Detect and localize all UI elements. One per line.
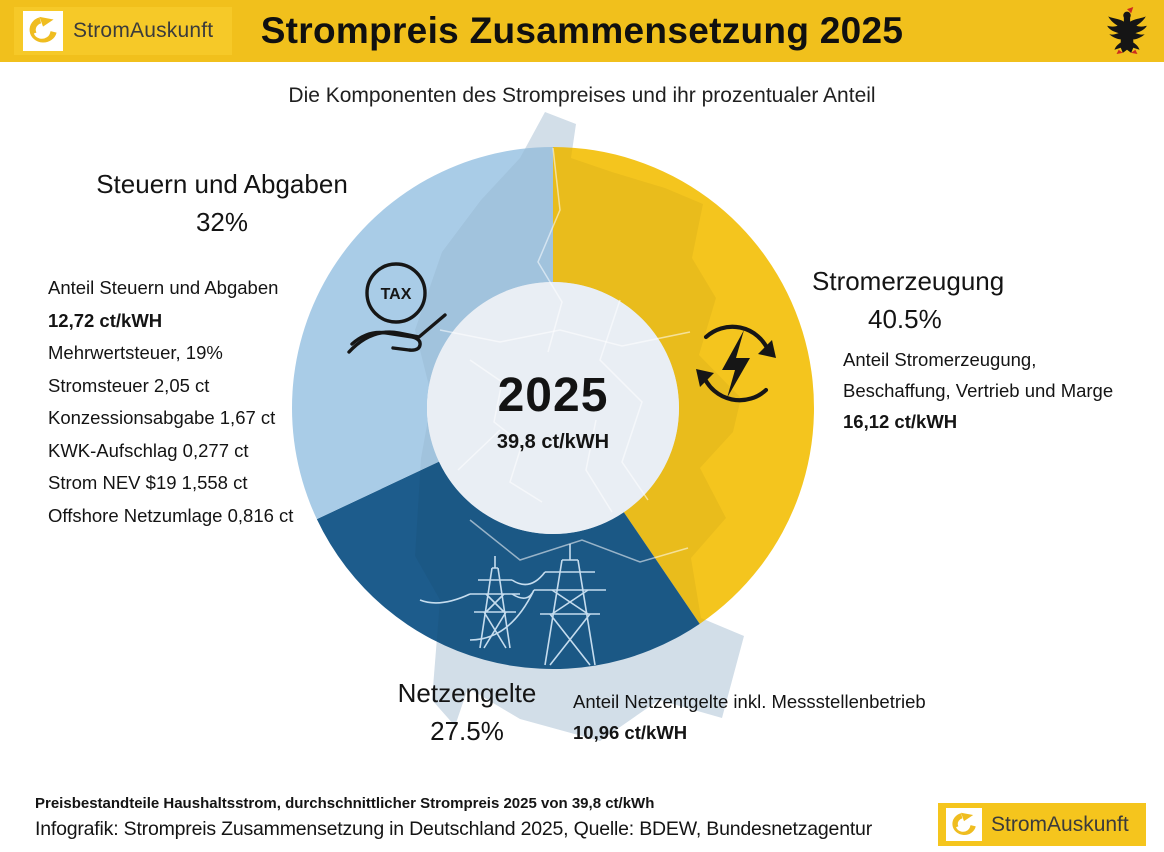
detail-line: Strom NEV $19 1,558 ct xyxy=(48,472,248,493)
label-stromerzeugung: Stromerzeugung 40.5% xyxy=(780,262,1040,338)
tax-hand-icon: TAX xyxy=(347,262,447,354)
detail-line: Stromsteuer 2,05 ct xyxy=(48,374,210,396)
logo-swirl-icon xyxy=(946,808,982,841)
label-steuern-und-abgaben: Steuern und Abgaben 32% xyxy=(72,165,372,241)
subtitle: Die Komponenten des Strompreises und ihr… xyxy=(288,84,876,107)
detail-line: Konzessionsabgabe 1,67 ct xyxy=(48,407,276,428)
state-border-lines xyxy=(439,147,691,563)
detail-value: 10,96 ct/kWH xyxy=(573,722,688,743)
netzengelte-details: Anteil Netzentgelte inkl. Messstellenbet… xyxy=(573,686,926,748)
chart-center-labels: 2025 39,8 ct/kWH xyxy=(433,368,673,454)
chart-center-price: 39,8 ct/kWH xyxy=(496,431,610,453)
footer-stromauskunft-logo: StromAuskunft xyxy=(938,803,1146,846)
detail-value: 12,72 ct/kWH xyxy=(48,309,163,331)
detail-line: Anteil Steuern und Abgaben xyxy=(48,277,279,298)
footer-note: Preisbestandteile Haushaltsstrom, durchs… xyxy=(35,795,655,812)
segment-title: Steuern und Abgaben xyxy=(96,169,348,199)
svg-text:TAX: TAX xyxy=(381,286,412,303)
segment-pct: 40.5% xyxy=(868,304,942,334)
federal-eagle-icon xyxy=(1106,7,1148,55)
detail-line: KWK-Aufschlag 0,277 ct xyxy=(48,439,249,461)
segment-pct: 32% xyxy=(195,207,249,237)
label-netzengelte: Netzengelte 27.5% xyxy=(367,674,567,750)
chart-center-year: 2025 xyxy=(497,369,609,422)
electricity-cycle-icon xyxy=(696,324,776,403)
stromauskunft-logo: StromAuskunft xyxy=(14,7,232,55)
stromerzeugung-details: Anteil Stromerzeugung, Beschaffung, Vert… xyxy=(843,344,1113,437)
donut-segment-netzengelte xyxy=(316,461,700,669)
segment-title: Netzengelte xyxy=(397,678,537,708)
detail-value: 16,12 ct/kWH xyxy=(843,411,958,432)
header-bar: Strompreis Zusammensetzung 2025 StromAus… xyxy=(0,0,1164,62)
detail-line: Mehrwertsteuer, 19% xyxy=(48,342,223,363)
power-pylons-icon xyxy=(419,544,606,666)
logo-text: StromAuskunft xyxy=(73,19,214,42)
detail-line: Anteil Netzentgelte inkl. Messstellenbet… xyxy=(573,691,926,712)
logo-text: StromAuskunft xyxy=(991,812,1129,836)
detail-line: Anteil Stromerzeugung, xyxy=(843,349,1037,370)
detail-line: Beschaffung, Vertrieb und Marge xyxy=(843,380,1114,401)
segment-pct: 27.5% xyxy=(430,716,504,746)
segment-title: Stromerzeugung xyxy=(812,266,1005,296)
page-title: Strompreis Zusammensetzung 2025 xyxy=(260,10,904,51)
footer-source: Infografik: Strompreis Zusammensetzung i… xyxy=(35,818,873,840)
logo-swirl-icon xyxy=(23,11,63,51)
steuern-details: Anteil Steuern und Abgaben 12,72 ct/kWH … xyxy=(48,272,293,532)
detail-line: Offshore Netzumlage 0,816 ct xyxy=(48,504,294,526)
